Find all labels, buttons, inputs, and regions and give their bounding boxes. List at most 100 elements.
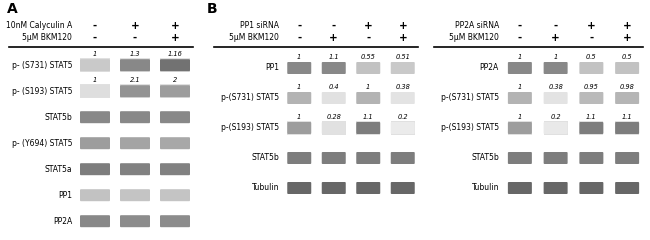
Text: 1.3: 1.3 — [130, 51, 140, 57]
FancyBboxPatch shape — [120, 85, 150, 97]
FancyBboxPatch shape — [543, 152, 567, 164]
FancyBboxPatch shape — [579, 122, 603, 134]
Text: 10nM Calyculin A: 10nM Calyculin A — [6, 22, 72, 30]
FancyBboxPatch shape — [615, 152, 639, 164]
Bar — [322, 121, 346, 135]
Text: 5μM BKM120: 5μM BKM120 — [449, 34, 499, 42]
Text: +: + — [170, 21, 179, 31]
FancyBboxPatch shape — [615, 62, 639, 74]
Text: -: - — [93, 33, 97, 43]
Text: +: + — [623, 21, 632, 31]
FancyBboxPatch shape — [322, 152, 346, 164]
FancyBboxPatch shape — [543, 92, 567, 104]
Text: 1.1: 1.1 — [622, 114, 632, 120]
Text: -: - — [554, 21, 558, 31]
FancyBboxPatch shape — [160, 111, 190, 123]
FancyBboxPatch shape — [80, 163, 110, 175]
Text: 1: 1 — [297, 114, 302, 120]
FancyBboxPatch shape — [160, 59, 190, 71]
Text: 1: 1 — [518, 84, 522, 90]
FancyBboxPatch shape — [120, 189, 150, 201]
Bar — [80, 84, 110, 98]
Text: -: - — [297, 21, 302, 31]
Text: 1: 1 — [297, 54, 302, 60]
FancyBboxPatch shape — [508, 122, 532, 134]
FancyBboxPatch shape — [615, 182, 639, 194]
Bar — [356, 121, 380, 135]
Text: 1.1: 1.1 — [586, 114, 597, 120]
FancyBboxPatch shape — [508, 152, 532, 164]
Text: Tubulin: Tubulin — [252, 184, 279, 192]
Text: 1: 1 — [366, 84, 370, 90]
FancyBboxPatch shape — [391, 92, 415, 104]
FancyBboxPatch shape — [615, 122, 639, 134]
FancyBboxPatch shape — [322, 122, 346, 134]
FancyBboxPatch shape — [287, 92, 311, 104]
Text: p-(S731) STAT5: p-(S731) STAT5 — [221, 94, 279, 102]
FancyBboxPatch shape — [356, 152, 380, 164]
Text: 2.1: 2.1 — [130, 77, 140, 83]
FancyBboxPatch shape — [287, 122, 311, 134]
Bar — [160, 58, 190, 72]
Text: STAT5b: STAT5b — [44, 113, 72, 122]
FancyBboxPatch shape — [80, 137, 110, 149]
FancyBboxPatch shape — [356, 62, 380, 74]
FancyBboxPatch shape — [120, 111, 150, 123]
FancyBboxPatch shape — [356, 182, 380, 194]
Text: A: A — [7, 2, 18, 16]
Text: p- (S731) STAT5: p- (S731) STAT5 — [12, 61, 72, 70]
FancyBboxPatch shape — [391, 152, 415, 164]
Text: +: + — [623, 33, 632, 43]
Text: 5μM BKM120: 5μM BKM120 — [229, 34, 279, 42]
Text: 0.38: 0.38 — [395, 84, 410, 90]
Text: -: - — [590, 33, 593, 43]
FancyBboxPatch shape — [80, 59, 110, 71]
Text: PP2A: PP2A — [53, 217, 72, 226]
Text: PP1 siRNA: PP1 siRNA — [240, 22, 279, 30]
Text: 0.2: 0.2 — [397, 114, 408, 120]
Text: PP2A siRNA: PP2A siRNA — [455, 22, 499, 30]
FancyBboxPatch shape — [508, 182, 532, 194]
Text: STAT5a: STAT5a — [44, 165, 72, 174]
Bar — [120, 58, 150, 72]
FancyBboxPatch shape — [391, 122, 415, 134]
FancyBboxPatch shape — [160, 163, 190, 175]
Bar — [80, 58, 110, 72]
Text: +: + — [131, 21, 139, 31]
Text: p- (S193) STAT5: p- (S193) STAT5 — [12, 87, 72, 96]
FancyBboxPatch shape — [80, 215, 110, 227]
Text: B: B — [207, 2, 218, 16]
Text: 1: 1 — [297, 84, 302, 90]
Text: 0.51: 0.51 — [395, 54, 410, 60]
Bar — [391, 121, 415, 135]
Bar — [615, 121, 639, 135]
Text: 1: 1 — [554, 54, 558, 60]
FancyBboxPatch shape — [508, 62, 532, 74]
Bar — [543, 121, 567, 135]
Text: -: - — [93, 21, 97, 31]
Bar — [120, 84, 150, 98]
Text: 0.95: 0.95 — [584, 84, 599, 90]
Text: 0.4: 0.4 — [328, 84, 339, 90]
Text: p-(S193) STAT5: p-(S193) STAT5 — [441, 124, 499, 132]
FancyBboxPatch shape — [80, 189, 110, 201]
Text: 1: 1 — [518, 114, 522, 120]
Text: -: - — [518, 21, 522, 31]
FancyBboxPatch shape — [160, 215, 190, 227]
FancyBboxPatch shape — [160, 137, 190, 149]
Text: +: + — [398, 21, 407, 31]
FancyBboxPatch shape — [287, 182, 311, 194]
Text: -: - — [366, 33, 370, 43]
Text: 2: 2 — [173, 77, 177, 83]
Text: 5μM BKM120: 5μM BKM120 — [22, 34, 72, 42]
FancyBboxPatch shape — [160, 189, 190, 201]
Text: PP2A: PP2A — [480, 64, 499, 72]
FancyBboxPatch shape — [579, 62, 603, 74]
Text: PP1: PP1 — [265, 64, 279, 72]
Text: p-(S731) STAT5: p-(S731) STAT5 — [441, 94, 499, 102]
FancyBboxPatch shape — [356, 92, 380, 104]
FancyBboxPatch shape — [120, 59, 150, 71]
Text: -: - — [297, 33, 302, 43]
FancyBboxPatch shape — [287, 152, 311, 164]
Text: 1: 1 — [93, 51, 97, 57]
